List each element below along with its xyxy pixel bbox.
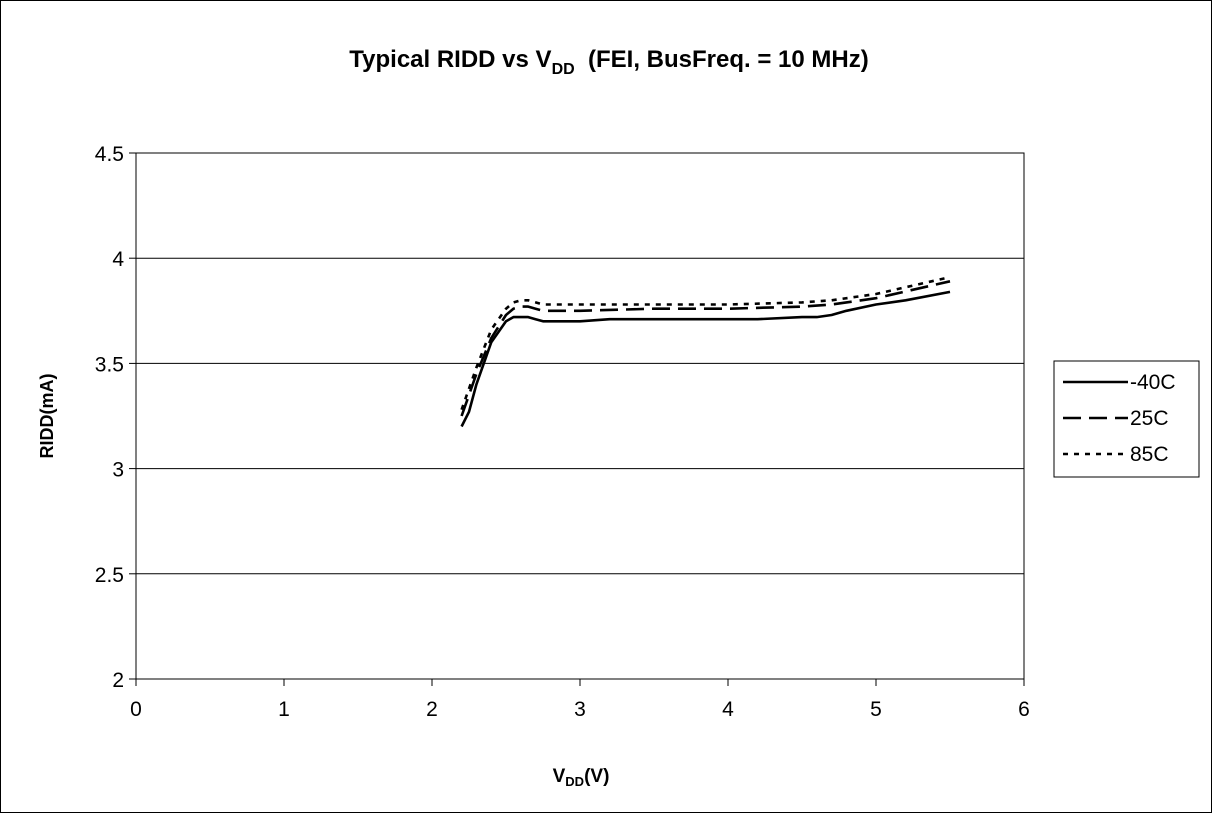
- x-tick-label-2: 2: [426, 698, 438, 721]
- y-axis-ticks: 2 2.5 3 3.5 4 4.5: [95, 143, 136, 692]
- y-tick-label-3: 3.5: [95, 353, 124, 376]
- legend-items: -40C 25C 85C: [1063, 371, 1176, 466]
- legend: -40C 25C 85C: [1053, 360, 1200, 478]
- x-axis-label-prefix: V: [553, 766, 566, 787]
- series-line-85C: [460, 275, 951, 411]
- x-tick-label-4: 4: [722, 698, 734, 721]
- y-tick-label-1: 2.5: [95, 564, 124, 587]
- legend-label--40C: -40C: [1130, 371, 1176, 394]
- x-tick-label-0: 0: [130, 698, 142, 721]
- x-tick-label-3: 3: [574, 698, 586, 721]
- legend-label-25C: 25C: [1130, 407, 1169, 430]
- chart-title: Typical RIDD vs VDD (FEI, BusFreq. = 10 …: [349, 46, 868, 78]
- series-line-25C: [460, 280, 951, 417]
- x-axis-label-subscript: DD: [565, 774, 584, 789]
- legend-label-85C: 85C: [1130, 443, 1169, 466]
- chart-title-prefix: Typical RIDD vs V: [349, 46, 551, 73]
- y-axis-label: RIDD(mA): [37, 374, 57, 459]
- y-tick-label-4: 4: [112, 248, 124, 271]
- x-axis-label-suffix: (V): [584, 766, 609, 787]
- series-lines: [460, 275, 951, 428]
- y-tick-label-0: 2: [112, 669, 124, 692]
- series-line--40C: [460, 290, 951, 428]
- chart-title-subscript: DD: [552, 61, 575, 78]
- y-tick-label-5: 4.5: [95, 143, 124, 166]
- y-tick-label-2: 3: [112, 459, 124, 482]
- x-tick-label-6: 6: [1018, 698, 1030, 721]
- x-tick-label-1: 1: [278, 698, 290, 721]
- x-tick-label-5: 5: [870, 698, 882, 721]
- grid-lines: [136, 152, 1024, 680]
- plot-area: 0 1 2 3 4 5 6 2 2.5 3 3.5 4 4.5: [95, 143, 1030, 721]
- x-axis-label: VDD(V): [553, 766, 610, 789]
- plot-border: [135, 152, 1025, 680]
- chart-title-suffix: (FEI, BusFreq. = 10 MHz): [575, 46, 869, 73]
- x-axis-ticks: 0 1 2 3 4 5 6: [130, 679, 1030, 721]
